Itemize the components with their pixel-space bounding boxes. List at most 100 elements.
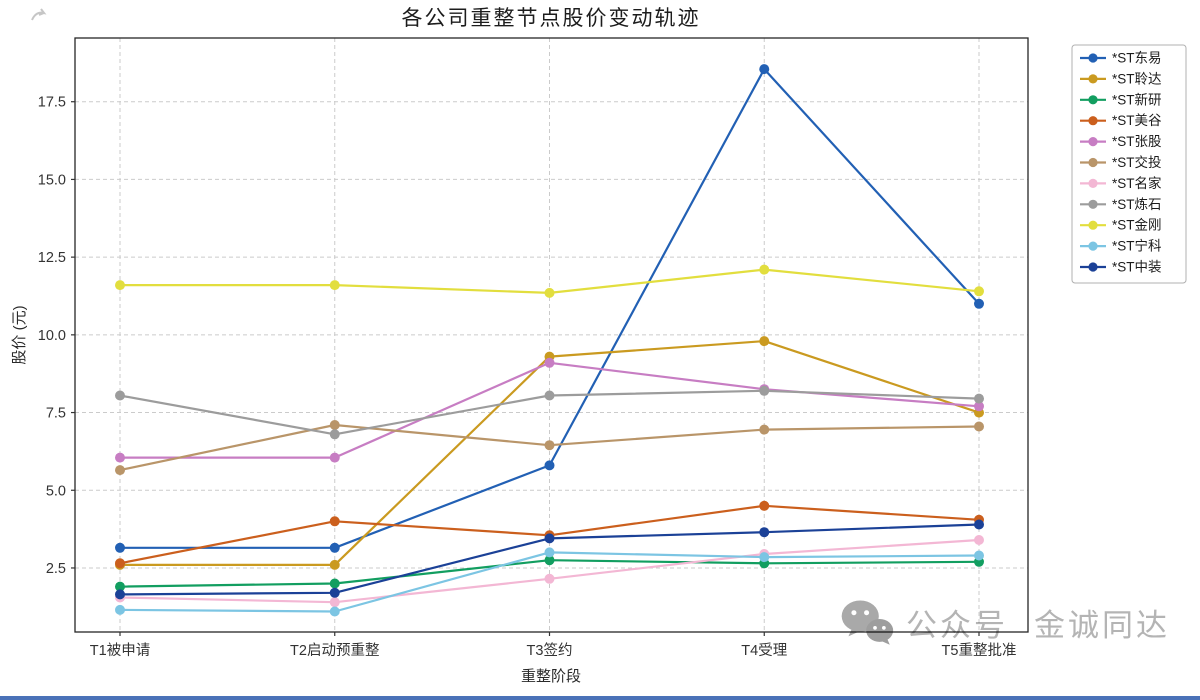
legend-item-label: *ST交投 xyxy=(1112,154,1162,170)
series-point-*ST交投-T4受理 xyxy=(759,424,770,435)
series-point-*ST金刚-T5重整批准 xyxy=(974,286,984,297)
legend-item-*ST东易: *ST东易 xyxy=(1080,51,1162,66)
series-point-*ST东易-T2启动预重整 xyxy=(329,542,340,553)
legend-marker-dot xyxy=(1088,53,1098,63)
y-tick-label: 2.5 xyxy=(46,561,66,577)
legend-item-label: *ST东易 xyxy=(1112,51,1162,66)
series-point-*ST宁科-T3签约 xyxy=(544,547,555,558)
legend-item-label: *ST金刚 xyxy=(1112,218,1162,233)
series-point-*ST东易-T1被申请 xyxy=(115,542,125,553)
series-layer xyxy=(115,64,984,617)
bottom-edge-bar xyxy=(0,696,1200,700)
series-point-*ST中装-T3签约 xyxy=(544,533,555,544)
legend-item-*ST交投: *ST交投 xyxy=(1080,154,1162,170)
x-tick-label: T5重整批准 xyxy=(942,642,1017,659)
series-point-*ST中装-T5重整批准 xyxy=(974,519,984,530)
legend-item-*ST炼石: *ST炼石 xyxy=(1080,197,1162,212)
legend-marker-dot xyxy=(1088,262,1098,272)
x-tick-label: T1被申请 xyxy=(90,642,150,659)
legend-item-*ST中装: *ST中装 xyxy=(1080,260,1162,275)
series-point-*ST交投-T3签约 xyxy=(544,440,555,451)
legend-marker-dot xyxy=(1088,178,1098,188)
legend-item-*ST宁科: *ST宁科 xyxy=(1080,238,1162,254)
y-tick-label: 7.5 xyxy=(46,406,66,422)
legend-item-label: *ST宁科 xyxy=(1112,238,1162,254)
legend-item-*ST名家: *ST名家 xyxy=(1080,175,1162,191)
legend-marker-dot xyxy=(1088,199,1098,209)
legend-item-label: *ST美谷 xyxy=(1112,113,1162,128)
series-point-*ST炼石-T3签约 xyxy=(544,390,555,401)
y-tick-label: 17.5 xyxy=(38,95,66,111)
series-point-*ST美谷-T1被申请 xyxy=(115,558,125,569)
series-point-*ST宁科-T5重整批准 xyxy=(974,550,984,561)
series-point-*ST张股-T2启动预重整 xyxy=(329,452,340,463)
legend-marker-dot xyxy=(1088,95,1098,105)
series-point-*ST新研-T1被申请 xyxy=(115,581,125,592)
y-tick-label: 12.5 xyxy=(38,250,66,266)
series-point-*ST东易-T4受理 xyxy=(759,64,770,75)
series-point-*ST东易-T5重整批准 xyxy=(974,298,984,309)
series-point-*ST交投-T1被申请 xyxy=(115,465,125,476)
x-axis-title: 重整阶段 xyxy=(521,668,581,685)
series-point-*ST金刚-T4受理 xyxy=(759,264,770,275)
legend-item-*ST金刚: *ST金刚 xyxy=(1080,218,1162,233)
series-point-*ST东易-T3签约 xyxy=(544,460,555,471)
legend-marker-dot xyxy=(1088,241,1098,251)
series-point-*ST炼石-T2启动预重整 xyxy=(329,429,340,440)
x-tick-label: T4受理 xyxy=(741,642,787,659)
legend-marker-dot xyxy=(1088,74,1098,84)
series-point-*ST新研-T2启动预重整 xyxy=(329,578,340,589)
axis-layer: 2.5 5.0 7.5 10.0 12.5 15.0 17.5 T1被申请 T2启动预重整 T3签… xyxy=(38,95,1017,659)
chart-title: 各公司重整节点股价变动轨迹 xyxy=(402,7,701,30)
series-point-*ST中装-T2启动预重整 xyxy=(329,587,340,598)
y-tick-label: 5.0 xyxy=(46,483,66,499)
series-point-*ST张股-T1被申请 xyxy=(115,452,125,463)
legend-item-*ST美谷: *ST美谷 xyxy=(1080,113,1162,128)
series-point-*ST聆达-T4受理 xyxy=(759,336,770,347)
series-point-*ST金刚-T3签约 xyxy=(544,287,555,298)
series-point-*ST美谷-T2启动预重整 xyxy=(329,516,340,527)
series-point-*ST名家-T2启动预重整 xyxy=(329,597,340,608)
series-point-*ST名家-T5重整批准 xyxy=(974,535,984,545)
legend-marker-dot xyxy=(1088,157,1098,168)
series-point-*ST炼石-T5重整批准 xyxy=(974,393,984,404)
legend-marker-dot xyxy=(1088,137,1098,147)
legend-item-label: *ST聆达 xyxy=(1112,71,1162,86)
legend-item-label: *ST张股 xyxy=(1112,134,1162,149)
legend-item-*ST张股: *ST张股 xyxy=(1080,134,1162,149)
series-point-*ST炼石-T1被申请 xyxy=(115,390,125,401)
series-point-*ST交投-T5重整批准 xyxy=(974,421,984,432)
series-point-*ST张股-T3签约 xyxy=(544,357,555,368)
legend-item-label: *ST新研 xyxy=(1112,92,1162,107)
x-tick-label: T3签约 xyxy=(527,642,573,659)
series-point-*ST宁科-T2启动预重整 xyxy=(329,606,340,617)
series-point-*ST张股-T5重整批准 xyxy=(974,401,984,412)
series-point-*ST新研-T3签约 xyxy=(544,555,555,566)
y-tick-label: 15.0 xyxy=(38,172,66,188)
legend-marker-dot xyxy=(1088,220,1098,230)
series-point-*ST聆达-T2启动预重整 xyxy=(329,559,340,570)
legend-marker-dot xyxy=(1088,116,1098,126)
series-point-*ST宁科-T4受理 xyxy=(759,552,770,563)
legend-item-*ST新研: *ST新研 xyxy=(1080,92,1162,107)
legend-item-*ST聆达: *ST聆达 xyxy=(1080,71,1162,86)
series-point-*ST金刚-T1被申请 xyxy=(115,280,125,291)
series-point-*ST名家-T3签约 xyxy=(544,573,555,584)
y-axis-title: 股价 (元) xyxy=(11,305,28,364)
series-point-*ST宁科-T1被申请 xyxy=(115,604,125,615)
corner-artifact-icon xyxy=(31,8,47,21)
legend-box xyxy=(1071,44,1187,284)
series-point-*ST中装-T1被申请 xyxy=(115,589,125,600)
legend-item-label: *ST名家 xyxy=(1112,175,1162,191)
y-tick-label: 10.0 xyxy=(38,328,66,344)
legend-item-label: *ST中装 xyxy=(1112,260,1162,275)
series-point-*ST中装-T4受理 xyxy=(759,527,770,538)
legend-item-label: *ST炼石 xyxy=(1112,197,1162,212)
grid-layer xyxy=(75,38,1028,632)
legend: *ST东易 *ST聆达 *ST新研 *ST美谷 *ST张股 *ST交投 *ST名家 *ST炼石… xyxy=(1071,44,1187,284)
series-point-*ST交投-T2启动预重整 xyxy=(329,420,340,430)
series-point-*ST美谷-T4受理 xyxy=(759,500,770,511)
series-point-*ST炼石-T4受理 xyxy=(759,385,770,396)
